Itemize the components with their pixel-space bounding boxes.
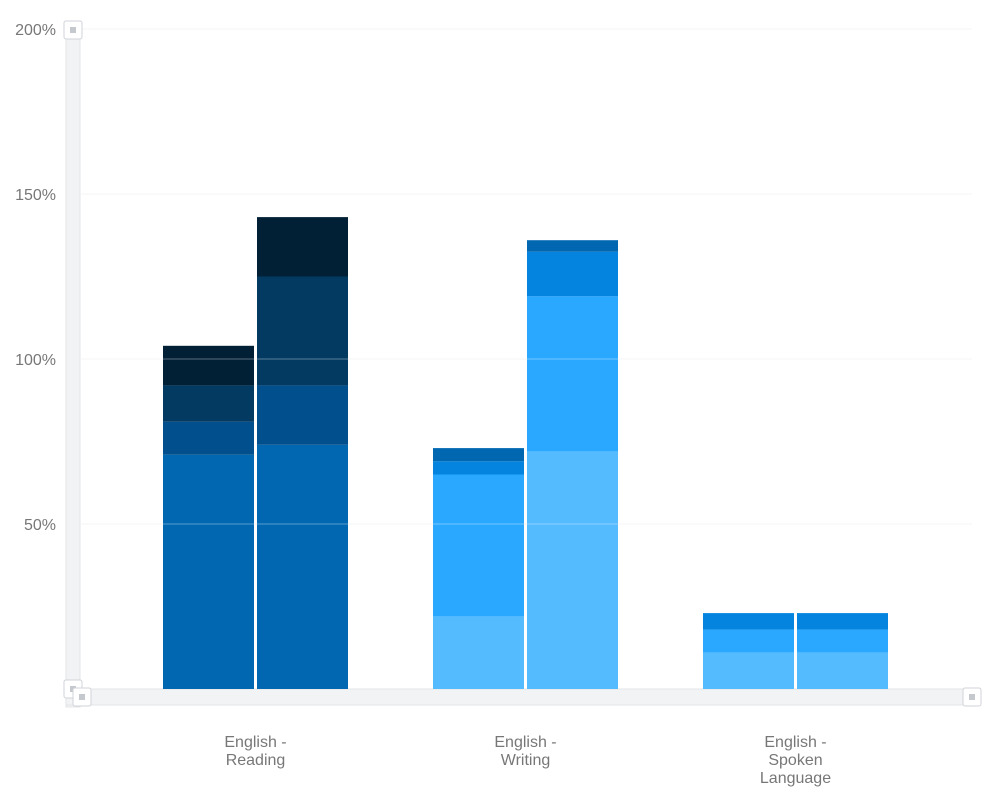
x-tick-label-line: English - bbox=[224, 734, 286, 751]
bar-segment[interactable] bbox=[703, 629, 794, 653]
x-tick-label-line: English - bbox=[494, 734, 556, 751]
bar-stack bbox=[797, 613, 888, 689]
bar-segment[interactable] bbox=[163, 421, 254, 455]
y-tick-label: 50% bbox=[24, 517, 56, 534]
bar-segment[interactable] bbox=[797, 613, 888, 630]
bar-stack bbox=[703, 613, 794, 689]
bar-segment[interactable] bbox=[527, 251, 618, 297]
x-scroll-grip-left-dot bbox=[79, 694, 85, 700]
x-tick-label-line: Language bbox=[760, 770, 831, 787]
x-axis-scrollbar-track[interactable] bbox=[65, 688, 979, 706]
bar-segment[interactable] bbox=[257, 385, 348, 445]
bar-segment[interactable] bbox=[257, 217, 348, 277]
y-tick-label: 100% bbox=[15, 352, 56, 369]
bar-segment[interactable] bbox=[163, 385, 254, 422]
bar-segment[interactable] bbox=[703, 652, 794, 689]
x-scroll-grip-right[interactable] bbox=[962, 687, 982, 707]
x-tick-label-line: English - bbox=[764, 734, 826, 751]
bar-segment[interactable] bbox=[797, 629, 888, 653]
bar-segment[interactable] bbox=[433, 448, 524, 462]
x-tick-label-line: Reading bbox=[226, 752, 286, 769]
bar-segment[interactable] bbox=[257, 444, 348, 689]
bar-segment[interactable] bbox=[433, 616, 524, 689]
bar-stack bbox=[433, 448, 524, 689]
y-tick-label: 200% bbox=[15, 22, 56, 39]
y-tick-label: 150% bbox=[15, 187, 56, 204]
bar-stack bbox=[527, 240, 618, 689]
bar-segment[interactable] bbox=[163, 454, 254, 689]
x-tick-label-line: Writing bbox=[501, 752, 551, 769]
x-tick-label: English -Spoken Language bbox=[760, 734, 831, 787]
bar-segment[interactable] bbox=[527, 240, 618, 252]
x-tick-label: English -Reading bbox=[224, 734, 286, 769]
bar-segment[interactable] bbox=[703, 613, 794, 630]
bar-stack bbox=[163, 345, 254, 689]
x-scroll-grip-right-dot bbox=[969, 694, 975, 700]
y-scroll-grip-top[interactable] bbox=[63, 20, 83, 40]
bar-segment[interactable] bbox=[163, 345, 254, 386]
bar-segment[interactable] bbox=[527, 296, 618, 452]
bar-segment[interactable] bbox=[257, 276, 348, 386]
bar-segment[interactable] bbox=[433, 461, 524, 475]
x-tick-label-line: Spoken bbox=[768, 752, 822, 769]
bar-segment[interactable] bbox=[433, 474, 524, 617]
y-scroll-grip-top-dot bbox=[70, 27, 76, 33]
bar-segment[interactable] bbox=[797, 652, 888, 689]
x-tick-label: English -Writing bbox=[494, 734, 556, 769]
y-axis-scrollbar-track[interactable] bbox=[65, 23, 81, 708]
x-scroll-grip-left[interactable] bbox=[72, 687, 92, 707]
bar-segment[interactable] bbox=[527, 451, 618, 689]
bar-stack bbox=[257, 217, 348, 689]
